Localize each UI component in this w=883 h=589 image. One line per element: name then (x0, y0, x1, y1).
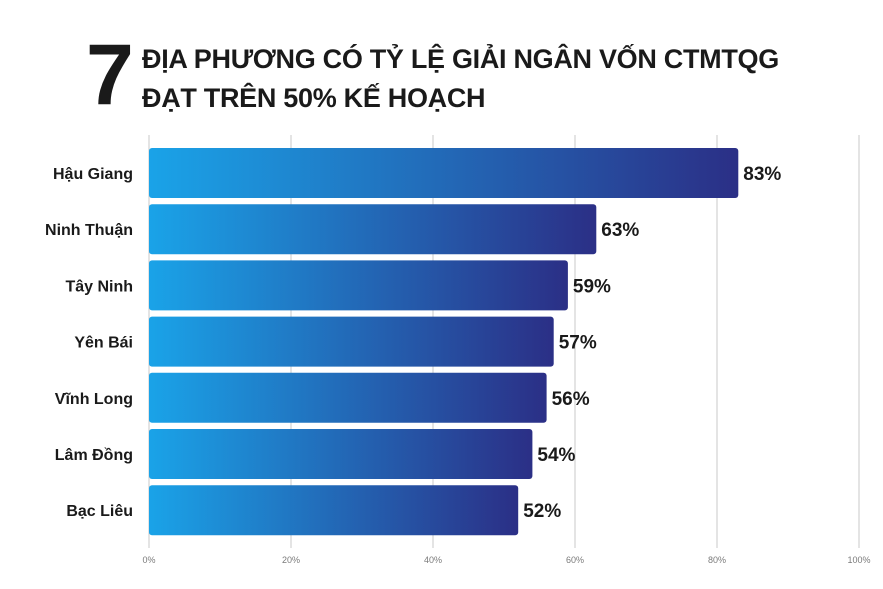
value-label: 56% (552, 389, 590, 410)
bar (149, 316, 554, 367)
bar (149, 204, 597, 255)
x-tick-label: 40% (424, 555, 442, 565)
value-label: 83% (743, 164, 781, 185)
x-tick-label: 60% (566, 555, 584, 565)
category-label: Bạc Liêu (66, 503, 133, 520)
title-line-1: ĐỊA PHƯƠNG CÓ TỶ LỆ GIẢI NGÂN VỐN CTMTQG (142, 44, 779, 74)
x-tick-label: 20% (282, 555, 300, 565)
chart-title: 7 ĐỊA PHƯƠNG CÓ TỶ LỆ GIẢI NGÂN VỐN CTMT… (86, 32, 876, 120)
bar (149, 485, 519, 536)
category-label: Yên Bái (74, 335, 133, 352)
title-number: 7 (86, 27, 134, 123)
title-line-2: ĐẠT TRÊN 50% KẾ HOẠCH (142, 83, 486, 113)
bar (149, 148, 739, 198)
bar (149, 260, 568, 311)
category-label: Tây Ninh (65, 278, 133, 295)
bar (149, 429, 533, 479)
x-tick-label: 100% (847, 555, 870, 565)
category-label: Hậu Giang (53, 166, 133, 183)
value-label: 59% (573, 276, 611, 297)
value-label: 54% (537, 445, 575, 466)
category-label: Vĩnh Long (55, 391, 133, 408)
labels: 0% 20% 40% 60% 80% 100% Hậu Giang 83% Ninh Thuận… (45, 164, 871, 565)
category-label: Lâm Đồng (55, 447, 133, 464)
value-label: 57% (559, 333, 597, 354)
grid-lines (148, 135, 860, 548)
x-tick-label: 80% (708, 555, 726, 565)
x-tick-label: 0% (142, 555, 155, 565)
category-label: Ninh Thuận (45, 222, 133, 239)
value-label: 52% (523, 501, 561, 522)
value-label: 63% (601, 220, 639, 241)
bar (149, 372, 547, 423)
bars (149, 148, 739, 536)
